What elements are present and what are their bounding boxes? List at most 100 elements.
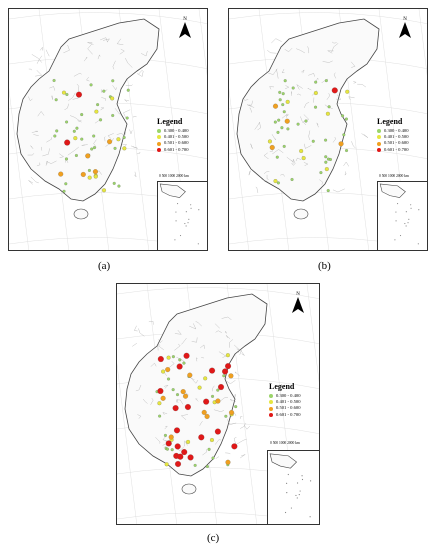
boundary-line <box>45 160 48 166</box>
inset-island <box>301 478 304 481</box>
city-point <box>311 139 315 143</box>
legend-item: 0.601 - 0.700 <box>377 147 409 153</box>
boundary-line <box>87 43 93 55</box>
boundary-line <box>134 325 138 332</box>
boundary-line <box>301 69 305 74</box>
boundary-line <box>189 323 197 330</box>
boundary-line <box>308 73 315 77</box>
boundary-line <box>174 329 182 335</box>
boundary-line <box>255 186 259 193</box>
boundary-line <box>240 423 246 429</box>
map-canvas-b <box>229 9 427 250</box>
city-point <box>229 410 235 416</box>
point-layer <box>52 78 130 193</box>
boundary-line <box>86 77 90 82</box>
city-point <box>58 171 64 177</box>
scale-bar-a: 0 500 1000 2000 km <box>159 174 189 178</box>
admin-boundaries <box>244 38 368 193</box>
city-point <box>73 136 78 141</box>
boundary-line <box>155 344 161 347</box>
boundary-line <box>69 115 82 123</box>
city-point <box>282 144 286 148</box>
boundary-line <box>227 419 237 425</box>
boundary-line <box>286 113 289 117</box>
scale-bar-b: 0 500 1000 2000 km <box>379 174 409 178</box>
city-point <box>107 139 113 145</box>
boundary-line <box>30 176 39 184</box>
boundary-line <box>200 344 205 349</box>
island-outline <box>181 483 197 495</box>
inset-island <box>175 211 177 213</box>
boundary-line <box>249 107 252 113</box>
boundary-line <box>28 68 32 71</box>
city-point <box>319 171 323 175</box>
city-point <box>201 409 207 415</box>
city-point <box>186 439 191 444</box>
city-point <box>345 149 349 153</box>
boundary-line <box>291 162 296 166</box>
city-point <box>222 368 229 375</box>
boundary-line <box>240 350 245 356</box>
city-point <box>55 129 59 133</box>
city-point <box>163 433 167 437</box>
boundary-line <box>150 362 157 367</box>
city-point <box>167 377 171 381</box>
city-point <box>314 80 318 84</box>
city-point <box>324 79 328 83</box>
city-point <box>64 157 68 161</box>
boundary-line <box>303 162 309 166</box>
boundary-line <box>68 92 76 101</box>
legend-item: 0.601 - 0.700 <box>269 412 301 418</box>
inset-island <box>179 234 182 237</box>
boundary-line <box>116 38 124 45</box>
city-point <box>177 453 184 460</box>
boundary-line <box>225 452 231 455</box>
boundary-line <box>28 180 33 185</box>
inset-island <box>405 211 407 213</box>
boundary-line <box>124 99 130 103</box>
boundary-line <box>134 171 137 177</box>
inset-island <box>184 222 186 225</box>
boundary-line <box>351 141 356 149</box>
boundary-line <box>215 456 220 459</box>
boundary-line <box>233 437 237 444</box>
city-point <box>197 385 202 390</box>
caption-c: (c) <box>207 532 220 544</box>
city-point <box>165 440 172 447</box>
boundary-line <box>28 96 33 102</box>
map-panel-c: N Legend 0.300 - 0.400 0.401 - 0.500 0.5… <box>116 283 320 525</box>
boundary-line <box>263 152 269 160</box>
boundary-line <box>184 440 188 447</box>
meridian-line <box>229 88 249 250</box>
boundary-line <box>284 47 293 52</box>
city-point <box>277 118 281 122</box>
boundary-line <box>280 173 285 177</box>
city-point <box>231 443 238 450</box>
city-point <box>328 157 332 161</box>
boundary-line <box>36 162 41 167</box>
city-point <box>173 427 180 434</box>
boundary-line <box>97 54 101 60</box>
city-point <box>280 126 284 130</box>
boundary-line <box>272 149 284 155</box>
city-point <box>157 388 164 395</box>
admin-boundaries <box>27 37 148 185</box>
boundary-line <box>181 337 187 345</box>
city-point <box>74 153 78 157</box>
city-point <box>87 175 92 180</box>
boundary-line <box>129 129 133 135</box>
boundary-line <box>307 88 312 91</box>
city-point <box>207 447 211 451</box>
inset-geometry <box>269 453 312 518</box>
boundary-line <box>36 55 42 64</box>
boundary-line <box>46 137 52 143</box>
boundary-line <box>101 97 106 101</box>
boundary-line <box>313 97 315 103</box>
city-point <box>275 155 279 159</box>
boundary-line <box>73 72 82 77</box>
boundary-line <box>39 46 43 51</box>
boundary-line <box>195 321 202 327</box>
city-point <box>183 393 189 399</box>
legend-item: 0.501 - 0.600 <box>269 405 301 411</box>
city-point <box>157 356 164 363</box>
